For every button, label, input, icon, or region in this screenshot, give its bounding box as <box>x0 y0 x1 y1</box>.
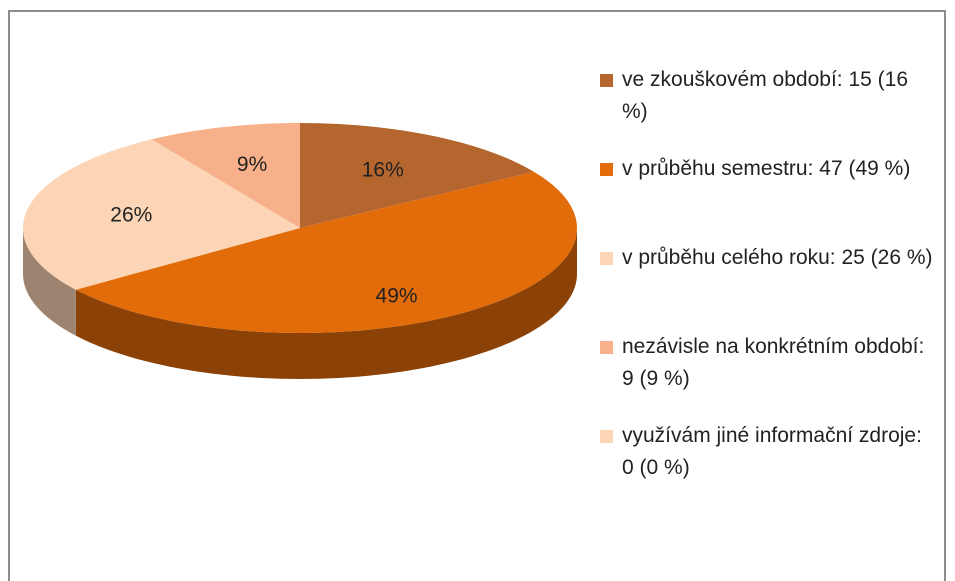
legend-item: nezávisle na konkrétním období: 9 (9 %) <box>600 331 935 420</box>
slice <box>23 139 301 290</box>
legend-item: využívám jiné informační zdroje: 0 (0 %) <box>600 420 935 509</box>
legend-swatch <box>600 341 613 354</box>
slice <box>75 171 577 333</box>
slice <box>151 123 300 228</box>
legend-label: využívám jiné informační zdroje: 0 (0 %) <box>622 424 922 479</box>
legend: ve zkouškovém období: 15 (16 %) v průběhu… <box>600 64 935 509</box>
data-label: 49% <box>376 284 418 307</box>
slice <box>300 123 534 228</box>
data-label: 16% <box>362 158 404 181</box>
data-label: 26% <box>110 203 152 226</box>
legend-label: v průběhu semestru: 47 (49 %) <box>622 157 911 180</box>
legend-swatch <box>600 430 613 443</box>
legend-label: ve zkouškovém období: 15 (16 %) <box>622 68 909 123</box>
data-label: 9% <box>237 153 267 176</box>
legend-label: v průběhu celého roku: 25 (26 %) <box>622 246 933 269</box>
slice-side <box>75 228 578 379</box>
legend-item: v průběhu semestru: 47 (49 %) <box>600 153 935 242</box>
legend-swatch <box>600 252 613 265</box>
slice-side <box>23 228 76 336</box>
legend-label: nezávisle na konkrétním období: 9 (9 %) <box>622 335 925 390</box>
legend-item: v průběhu celého roku: 25 (26 %) <box>600 242 935 331</box>
chart-frame <box>8 10 946 581</box>
legend-item: ve zkouškovém období: 15 (16 %) <box>600 64 935 153</box>
legend-swatch <box>600 74 613 87</box>
legend-swatch <box>600 163 613 176</box>
